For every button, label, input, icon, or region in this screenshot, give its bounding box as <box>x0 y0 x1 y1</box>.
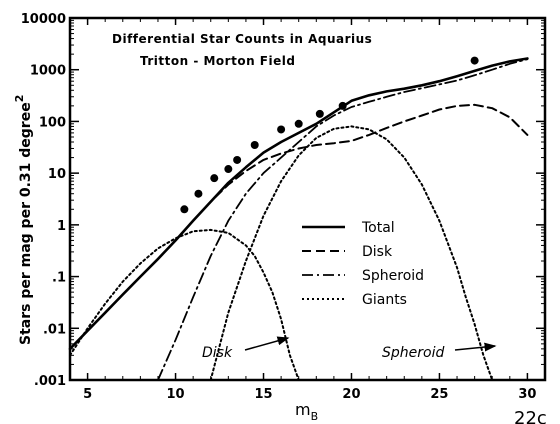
data-point <box>210 174 219 183</box>
data-point <box>180 205 189 214</box>
data-point <box>194 189 203 198</box>
x-axis-label: mB <box>295 400 318 423</box>
annotations: Disk Spheroid <box>202 336 497 361</box>
legend-label-spheroid: Spheroid <box>362 268 424 284</box>
data-point <box>250 141 259 150</box>
legend: Total Disk Spheroid Giants <box>302 220 424 308</box>
y-tick-label: 1000 <box>30 64 66 79</box>
x-tick-label: 10 <box>167 387 185 402</box>
annotation-spheroid-arrow <box>454 342 497 352</box>
y-tick-label: .1 <box>52 271 66 286</box>
figure-corner-label: 22c <box>514 408 547 424</box>
plot-frame <box>68 16 547 382</box>
data-point <box>233 155 242 164</box>
axes: 5 10 15 20 25 30 .001 .01 .1 1 10 100 1000 10000 <box>21 12 545 402</box>
y-tick-label: .001 <box>34 374 66 389</box>
x-tick-label: 5 <box>83 387 92 402</box>
series-line-giants-spheroid <box>209 125 494 381</box>
series-line-giants <box>69 228 300 381</box>
legend-label-total: Total <box>361 220 395 236</box>
annotation-disk-arrow <box>244 336 290 351</box>
chart-subtitle: Tritton - Morton Field <box>140 54 295 68</box>
annotation-disk: Disk <box>202 345 233 361</box>
y-axis-label: Stars per mag per 0.31 degree2 <box>13 95 34 345</box>
x-tick-label: 15 <box>254 387 272 402</box>
x-tick-label: 30 <box>518 387 536 402</box>
legend-label-giants: Giants <box>362 292 407 308</box>
data-point <box>294 119 303 128</box>
y-tick-label: .01 <box>43 322 66 337</box>
data-point <box>338 101 347 110</box>
y-tick-label: 10000 <box>21 12 66 27</box>
x-axis-label-subscript: B <box>311 410 319 423</box>
chart-title: Differential Star Counts in Aquarius <box>112 32 372 46</box>
observed-points <box>180 56 479 214</box>
series-line-total <box>68 57 529 351</box>
data-curves <box>68 57 529 381</box>
annotation-spheroid: Spheroid <box>382 345 444 361</box>
data-point <box>277 125 286 134</box>
y-axis-label-superscript: 2 <box>13 95 26 103</box>
data-point <box>470 56 479 65</box>
y-tick-label: 100 <box>39 115 66 130</box>
x-tick-label: 20 <box>342 387 360 402</box>
data-point <box>224 165 233 174</box>
y-tick-label: 10 <box>48 167 66 182</box>
series-line-spheroid <box>157 58 529 381</box>
y-tick-label: 1 <box>57 219 66 234</box>
series-line-disk <box>69 103 529 350</box>
legend-label-disk: Disk <box>362 244 393 260</box>
data-point <box>315 109 324 118</box>
x-tick-label: 25 <box>430 387 448 402</box>
